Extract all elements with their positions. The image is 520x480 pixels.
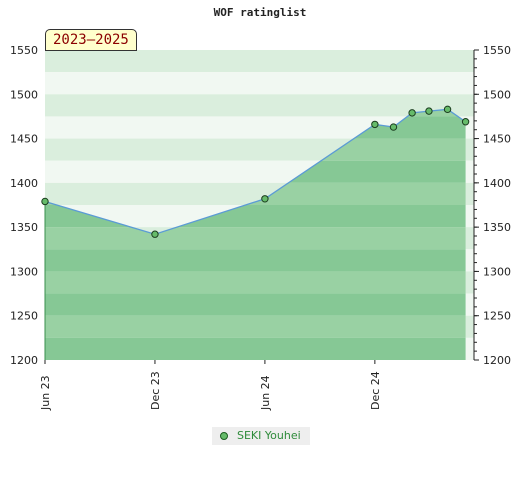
y-axis-right: 1200 1250 1300 1350 1400 1450 1500 1550 (473, 44, 511, 367)
band-dark (45, 337, 466, 360)
data-point (443, 105, 452, 114)
x-tick-label: Dec 24 (369, 371, 382, 410)
band-dark (45, 293, 466, 316)
y-tick-label-left: 1250 (10, 310, 38, 323)
y-tick-label-right: 1350 (483, 221, 511, 234)
legend[interactable]: SEKI Youhei (212, 427, 310, 445)
y-tick-label-left: 1350 (10, 221, 38, 234)
y-tick-label-left: 1500 (10, 88, 38, 101)
band-light (45, 50, 474, 73)
y-axis-left: 1200 1250 1300 1350 1400 1450 1500 1550 (10, 44, 38, 367)
band-light (45, 94, 474, 117)
y-tick-label-left: 1450 (10, 133, 38, 146)
data-points-layer (41, 105, 470, 238)
x-tick-label: Jun 23 (39, 375, 52, 411)
legend-label: SEKI Youhei (237, 429, 301, 442)
y-tick-label-right: 1200 (483, 354, 511, 367)
y-tick-label-left: 1550 (10, 44, 38, 57)
data-point (41, 197, 49, 206)
chart-title: WOF ratinglist (213, 6, 307, 19)
data-point (408, 109, 416, 117)
band-dark (45, 315, 466, 338)
data-point (261, 195, 269, 203)
data-point (425, 107, 433, 115)
band-dark (45, 271, 466, 294)
band-light (45, 72, 474, 95)
y-tick-label-right: 1400 (483, 177, 511, 190)
data-point (461, 118, 470, 126)
x-tick-label: Jun 24 (259, 375, 272, 411)
period-badge: 2023–2025 (45, 29, 137, 51)
y-tick-label-right: 1250 (483, 310, 511, 323)
y-tick-label-left: 1200 (10, 354, 38, 367)
band-dark (45, 249, 466, 272)
y-tick-label-right: 1450 (483, 133, 511, 146)
x-axis: Jun 23 Dec 23 Jun 24 Dec 24 (39, 360, 382, 411)
y-tick-label-right: 1500 (483, 88, 511, 101)
data-point (371, 120, 379, 129)
data-point (151, 230, 159, 238)
band-dark (45, 227, 466, 250)
x-tick-label: Dec 23 (149, 371, 162, 410)
y-tick-label-left: 1400 (10, 177, 38, 190)
y-tick-label-right: 1550 (483, 44, 511, 57)
y-tick-label-right: 1300 (483, 265, 511, 278)
y-tick-label-left: 1300 (10, 265, 38, 278)
legend-marker-icon (220, 432, 228, 440)
data-point (389, 123, 398, 131)
